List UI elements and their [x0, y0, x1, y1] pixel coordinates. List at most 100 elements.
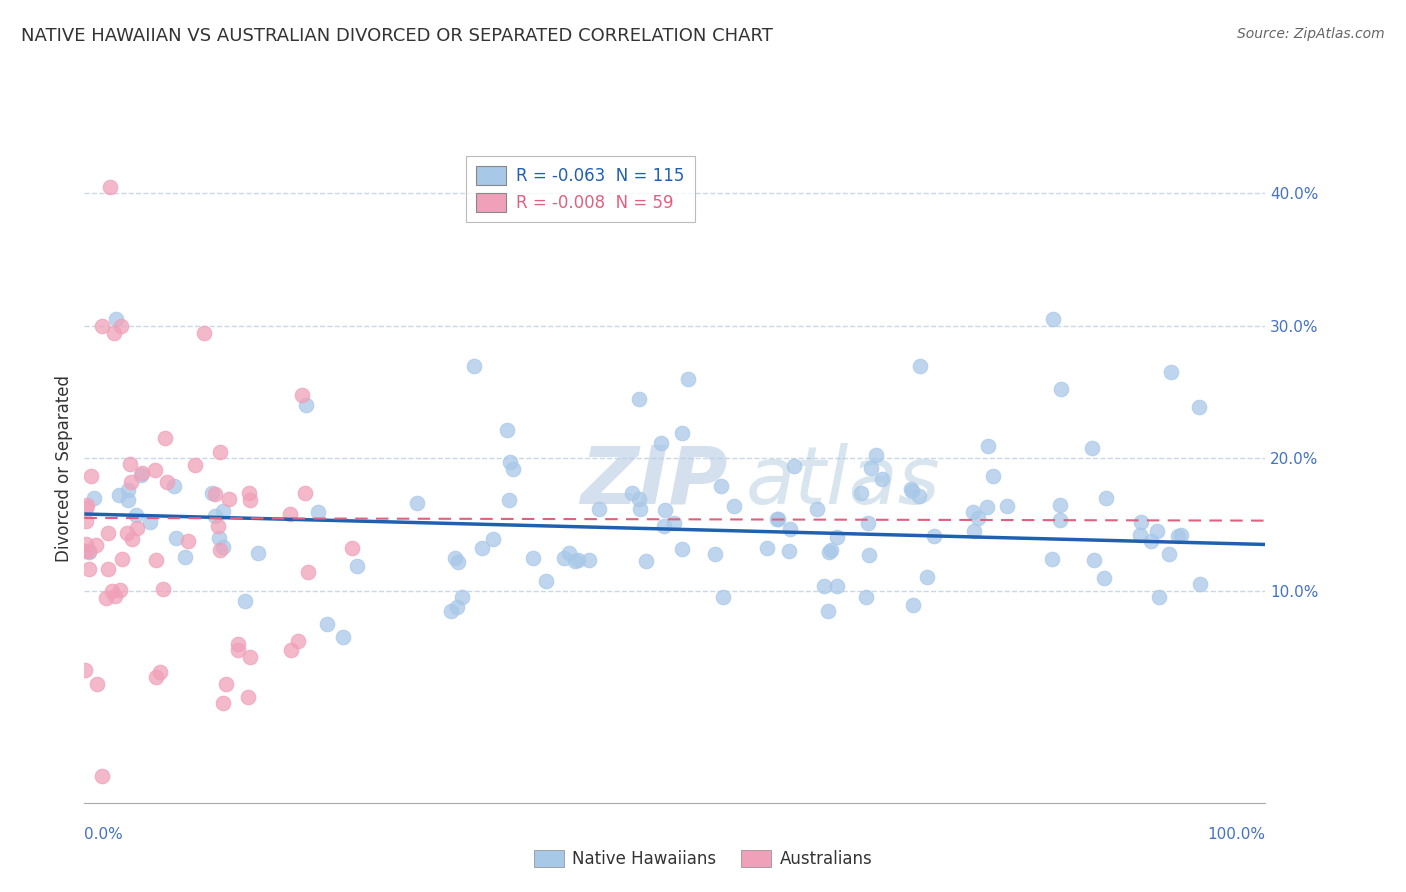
Point — [177, 534, 200, 549]
Point — [1081, 441, 1104, 455]
Point — [208, 531, 231, 545]
Point — [628, 392, 651, 406]
Point — [558, 546, 581, 560]
Point — [184, 458, 207, 473]
Point — [1159, 547, 1181, 561]
Point — [498, 492, 520, 507]
Point — [120, 475, 142, 490]
Point — [115, 525, 138, 540]
Point — [901, 483, 924, 498]
Point — [91, 318, 114, 333]
Point — [1167, 528, 1189, 542]
Point — [588, 501, 610, 516]
Point — [981, 469, 1004, 483]
Point — [174, 549, 197, 564]
Point — [865, 448, 887, 462]
Point — [1147, 591, 1170, 605]
Point — [818, 545, 841, 559]
Point — [1130, 515, 1153, 529]
Point — [204, 508, 226, 523]
Point — [291, 388, 314, 402]
Point — [153, 431, 176, 445]
Point — [152, 582, 174, 596]
Point — [226, 637, 249, 651]
Point — [1092, 571, 1115, 585]
Point — [907, 489, 929, 503]
Point — [103, 326, 125, 340]
Point — [239, 650, 262, 665]
Point — [813, 579, 835, 593]
Point — [444, 551, 467, 566]
Point — [1160, 365, 1182, 379]
Point — [502, 462, 524, 476]
Text: Source: ZipAtlas.com: Source: ZipAtlas.com — [1237, 27, 1385, 41]
Point — [995, 500, 1018, 514]
Point — [1170, 528, 1192, 542]
Text: NATIVE HAWAIIAN VS AUSTRALIAN DIVORCED OR SEPARATED CORRELATION CHART: NATIVE HAWAIIAN VS AUSTRALIAN DIVORCED O… — [21, 27, 773, 45]
Point — [756, 541, 779, 555]
Point — [471, 541, 494, 555]
Point — [817, 604, 839, 618]
Point — [922, 529, 945, 543]
Point — [870, 472, 893, 486]
Point — [564, 554, 586, 568]
Point — [915, 570, 938, 584]
Point — [129, 467, 152, 482]
Point — [77, 561, 100, 575]
Point — [105, 312, 128, 326]
Point — [297, 566, 319, 580]
Point — [131, 467, 153, 481]
Point — [447, 555, 470, 569]
Point — [346, 558, 368, 573]
Point — [239, 492, 262, 507]
Point — [710, 479, 733, 493]
Point — [1189, 577, 1212, 591]
Point — [768, 511, 790, 525]
Point — [149, 665, 172, 679]
Point — [723, 500, 745, 514]
Point — [1129, 528, 1152, 542]
Point — [233, 593, 256, 607]
Point — [212, 504, 235, 518]
Point — [621, 486, 644, 500]
Point — [280, 507, 302, 521]
Point — [211, 697, 233, 711]
Point — [652, 519, 675, 533]
Point — [145, 670, 167, 684]
Point — [294, 486, 316, 500]
Point — [766, 512, 789, 526]
Point — [97, 562, 120, 576]
Point — [522, 551, 544, 566]
Point — [83, 491, 105, 505]
Legend: Native Hawaiians, Australians: Native Hawaiians, Australians — [527, 843, 879, 875]
Point — [295, 398, 318, 412]
Point — [406, 495, 429, 509]
Point — [97, 525, 120, 540]
Text: 100.0%: 100.0% — [1208, 827, 1265, 841]
Point — [856, 516, 879, 531]
Point — [567, 553, 589, 567]
Point — [75, 514, 97, 528]
Point — [127, 521, 149, 535]
Point — [1146, 524, 1168, 538]
Point — [332, 630, 354, 644]
Point — [855, 590, 877, 604]
Point — [204, 486, 226, 500]
Point — [75, 663, 97, 677]
Point — [120, 457, 142, 471]
Point — [139, 515, 162, 529]
Point — [201, 486, 224, 500]
Point — [962, 505, 984, 519]
Point — [496, 423, 519, 437]
Point — [77, 545, 100, 559]
Point — [783, 458, 806, 473]
Point — [110, 318, 132, 333]
Point — [125, 508, 148, 522]
Point — [236, 690, 259, 704]
Point — [193, 326, 215, 340]
Point — [534, 574, 557, 588]
Point — [86, 676, 108, 690]
Point — [553, 551, 575, 566]
Point — [280, 643, 302, 657]
Point — [650, 436, 672, 450]
